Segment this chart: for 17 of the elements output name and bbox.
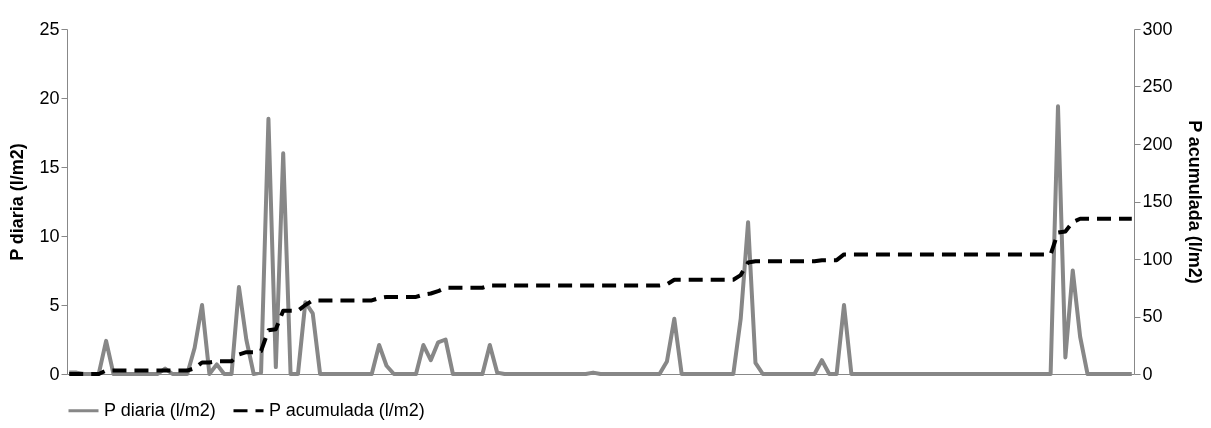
y2-tick-label: 250 <box>1142 76 1173 96</box>
y-tick-label: 25 <box>39 18 60 39</box>
y2-tick-label: 150 <box>1142 191 1173 211</box>
y2-tick-label: 100 <box>1142 248 1173 269</box>
y2-tick-label: 50 <box>1142 306 1163 326</box>
y2-axis-title: P acumulada (l/m2) <box>1184 120 1205 284</box>
y2-tick-label: 200 <box>1142 133 1173 154</box>
y-tick-label: 15 <box>39 156 60 177</box>
legend-label: P acumulada (l/m2) <box>269 399 425 420</box>
y2-tick-label: 300 <box>1142 18 1173 39</box>
y-tick-label: 0 <box>49 363 60 384</box>
legend-label: P diaria (l/m2) <box>104 399 216 420</box>
y-tick-label: 5 <box>49 294 60 315</box>
y2-tick-label: 0 <box>1142 363 1153 384</box>
y-tick-label: 20 <box>39 87 60 108</box>
y-axis-title: P diaria (l/m2) <box>7 143 28 261</box>
y-tick-label: 10 <box>39 225 60 246</box>
